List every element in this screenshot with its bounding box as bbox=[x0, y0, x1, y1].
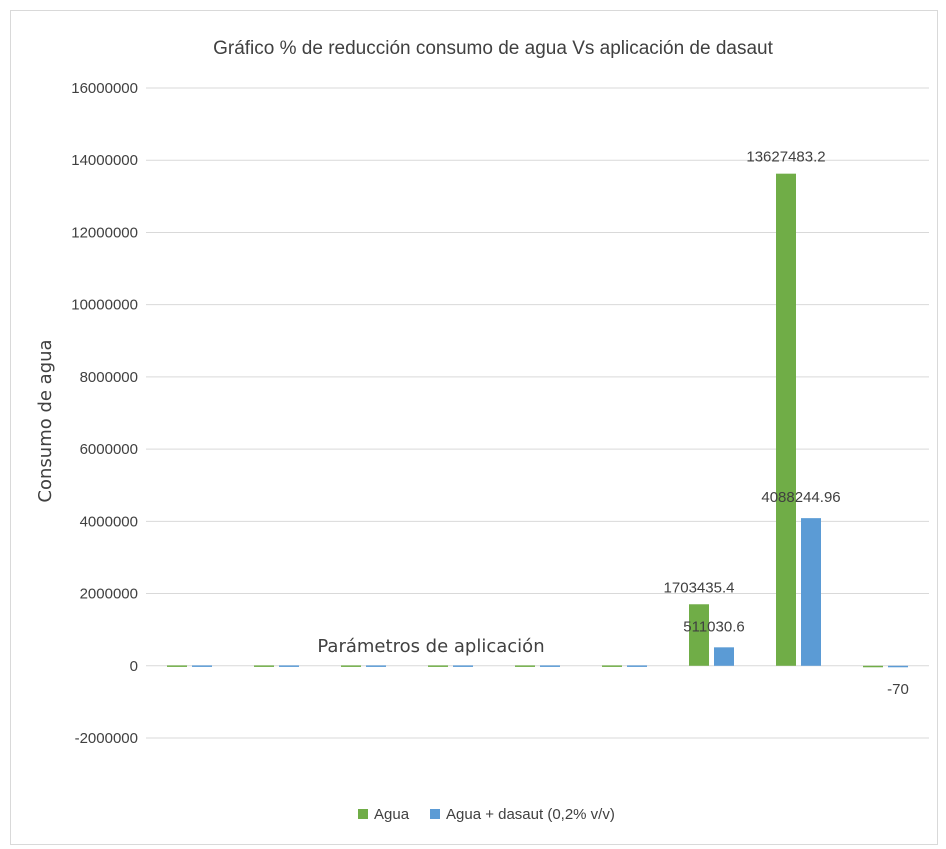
y-tick-label: 10000000 bbox=[71, 297, 138, 314]
y-tick-label: 0 bbox=[130, 658, 138, 675]
y-tick-label: 16000000 bbox=[71, 80, 138, 97]
y-axis-label: Consumo de agua bbox=[35, 339, 56, 502]
bar-agua-dasaut bbox=[540, 665, 560, 667]
bar-agua bbox=[167, 665, 187, 667]
bar-agua-dasaut bbox=[453, 665, 473, 667]
bar-agua-dasaut bbox=[279, 665, 299, 667]
bar-agua-dasaut bbox=[714, 647, 734, 666]
chart-title: Gráfico % de reducción consumo de agua V… bbox=[213, 38, 774, 59]
y-tick-label: 8000000 bbox=[80, 369, 138, 386]
y-tick-label: -2000000 bbox=[75, 730, 138, 747]
legend: Agua Agua + dasaut (0,2% v/v) bbox=[358, 806, 615, 823]
data-labels: 1703435.4 13627483.2 511030.6 4088244.96 -70 bbox=[664, 149, 909, 698]
gridlines bbox=[146, 87, 929, 739]
data-label: 1703435.4 bbox=[664, 579, 735, 596]
chart-container: Gráfico % de reducción consumo de agua V… bbox=[10, 10, 938, 845]
bar-agua-dasaut bbox=[627, 665, 647, 667]
bar-agua bbox=[776, 173, 796, 666]
data-label: 511030.6 bbox=[683, 618, 744, 635]
bar-agua bbox=[863, 665, 883, 668]
data-label: -70 bbox=[887, 681, 909, 698]
y-tick-label: 12000000 bbox=[71, 224, 138, 241]
bar-agua bbox=[515, 665, 535, 667]
y-tick-label: 14000000 bbox=[71, 152, 138, 169]
legend-label: Agua + dasaut (0,2% v/v) bbox=[446, 806, 615, 823]
bar-agua-dasaut bbox=[366, 665, 386, 667]
bar-agua bbox=[428, 665, 448, 667]
bar-agua-dasaut bbox=[192, 665, 212, 667]
x-axis-label: Parámetros de aplicación bbox=[317, 636, 544, 657]
legend-swatch bbox=[430, 809, 440, 819]
bar-agua bbox=[689, 604, 709, 666]
bar-agua bbox=[602, 665, 622, 667]
bars bbox=[167, 173, 908, 668]
bar-chart: Gráfico % de reducción consumo de agua V… bbox=[35, 38, 929, 823]
y-tick-label: 6000000 bbox=[80, 441, 138, 458]
y-axis-ticks: -2000000 0 2000000 4000000 6000000 8000000 100… bbox=[71, 80, 138, 747]
bar-agua bbox=[254, 665, 274, 667]
bar-agua bbox=[341, 665, 361, 667]
data-label: 4088244.96 bbox=[761, 489, 840, 506]
y-tick-label: 4000000 bbox=[80, 513, 138, 530]
bar-agua-dasaut bbox=[888, 665, 908, 668]
bar-agua-dasaut bbox=[801, 518, 821, 666]
legend-swatch bbox=[358, 809, 368, 819]
data-label: 13627483.2 bbox=[746, 149, 825, 166]
legend-label: Agua bbox=[374, 806, 410, 823]
y-tick-label: 2000000 bbox=[80, 586, 138, 603]
